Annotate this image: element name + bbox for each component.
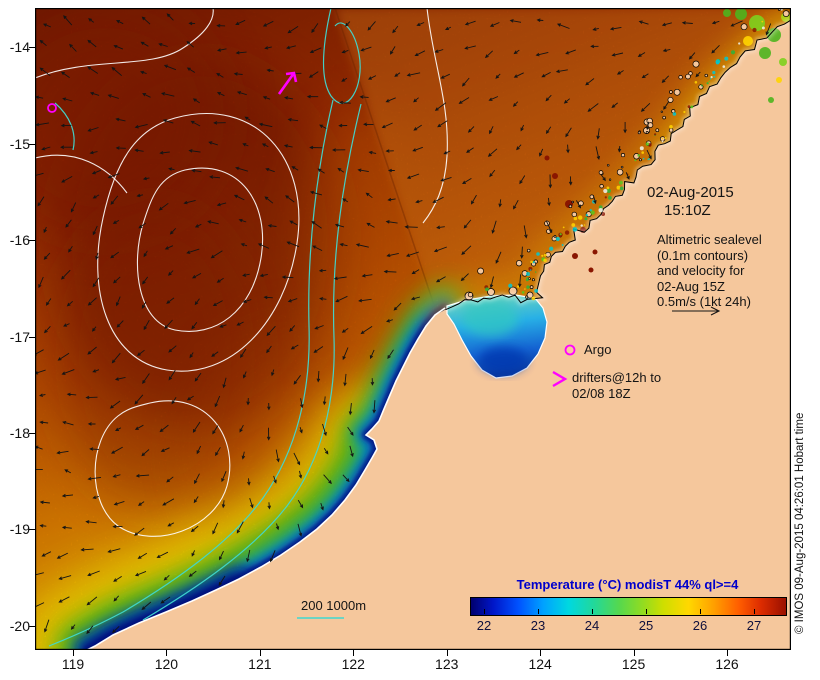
y-axis-tick — [29, 47, 35, 49]
argo-legend-marker — [564, 344, 576, 356]
colorbar-tick — [484, 609, 485, 614]
colorbar — [470, 597, 787, 616]
y-axis-tick-label: -14 — [9, 39, 30, 56]
x-axis-tick-label: 119 — [61, 656, 85, 672]
colorbar-title: Temperature (°C) modisT 44% ql>=4 — [516, 577, 739, 592]
colorbar-tick — [700, 609, 701, 614]
argo-float-marker — [47, 103, 57, 113]
x-axis-tick-label: 122 — [341, 656, 365, 672]
y-axis-tick-label: -19 — [9, 521, 30, 538]
coastlines — [86, 18, 791, 650]
y-axis-tick — [29, 625, 35, 627]
map-plot-area: 02-Aug-2015 15:10Z Altimetric sealevel (… — [35, 8, 791, 650]
y-axis-tick — [29, 529, 35, 531]
colorbar-tick-label: 26 — [692, 618, 708, 633]
colorbar-tick — [538, 609, 539, 614]
altimetry-line: 0.5m/s (1kt 24h) — [657, 294, 751, 309]
velocity-scale-arrow — [672, 306, 721, 316]
y-axis-tick — [29, 336, 35, 338]
map-frame — [35, 8, 791, 650]
colorbar-tick-label: 25 — [638, 618, 654, 633]
x-axis-tick — [259, 650, 261, 656]
map-markers — [47, 71, 721, 619]
y-axis-tick — [29, 143, 35, 145]
x-axis-tick-label: 120 — [154, 656, 179, 672]
x-axis-tick-label: 121 — [248, 656, 272, 672]
land — [87, 20, 791, 650]
x-axis-tick-label: 126 — [715, 656, 739, 672]
x-axis-tick — [73, 650, 74, 656]
colorbar-tick-label: 23 — [530, 618, 546, 633]
x-axis-tick-label: 124 — [528, 656, 552, 672]
y-axis-tick-label: -20 — [9, 617, 30, 634]
drifter-legend-marker — [552, 370, 568, 388]
x-axis-tick — [540, 650, 542, 656]
x-axis-tick — [727, 650, 728, 656]
altimetry-line: and velocity for — [657, 263, 745, 278]
x-axis-tick — [353, 650, 355, 656]
drifter-legend-line1: drifters@12h to — [572, 370, 662, 385]
x-axis-tick-label: 125 — [621, 656, 646, 672]
coastal-water-pixels — [484, 8, 783, 301]
y-axis-tick-label: -16 — [9, 232, 30, 249]
altimetry-line: Altimetric sealevel — [657, 232, 762, 247]
argo-legend-label: Argo — [584, 342, 612, 357]
altimetry-line: (0.1m contours) — [657, 247, 749, 263]
x-axis-tick-label: 123 — [435, 656, 459, 672]
colorbar-tick — [592, 609, 593, 614]
colorbar-tick-label: 22 — [476, 618, 492, 633]
x-axis-tick — [166, 650, 168, 656]
drifter-track-marker — [277, 71, 298, 95]
bathymetry-legend-label: 200 1000m — [301, 598, 367, 613]
y-axis-tick-label: -17 — [9, 328, 30, 345]
colorbar-tick — [646, 609, 647, 614]
copyright-attribution: © IMOS 09-Aug-2015 04:26:01 Hobart time — [794, 412, 806, 634]
sst-map-image — [35, 8, 791, 650]
king-sound — [446, 286, 548, 379]
velocity-vectors — [35, 13, 772, 635]
altimetry-annotation: Altimetric sealevel (0.1m contours) and … — [657, 232, 762, 310]
altimetry-line: 02-Aug 15Z — [657, 278, 725, 294]
y-axis-tick-label: -18 — [9, 425, 30, 441]
x-axis-tick — [446, 650, 448, 656]
colorbar-tick — [754, 609, 755, 614]
colorbar-tick-label: 24 — [584, 618, 600, 633]
datetime-line2: 15:10Z — [664, 202, 711, 219]
datetime-line1: 02-Aug-2015 — [647, 184, 734, 201]
islands — [467, 8, 790, 299]
datetime-annotation: 02-Aug-2015 15:10Z — [647, 184, 734, 220]
y-axis-tick — [29, 433, 35, 434]
y-axis-tick — [29, 240, 35, 242]
x-axis-tick — [633, 650, 635, 656]
drifter-legend-label: drifters@12h to 02/08 18Z — [572, 370, 661, 401]
y-axis-tick-label: -15 — [9, 135, 30, 152]
colorbar-tick-label: 27 — [746, 618, 762, 633]
drifter-legend-line2: 02/08 18Z — [572, 385, 631, 401]
